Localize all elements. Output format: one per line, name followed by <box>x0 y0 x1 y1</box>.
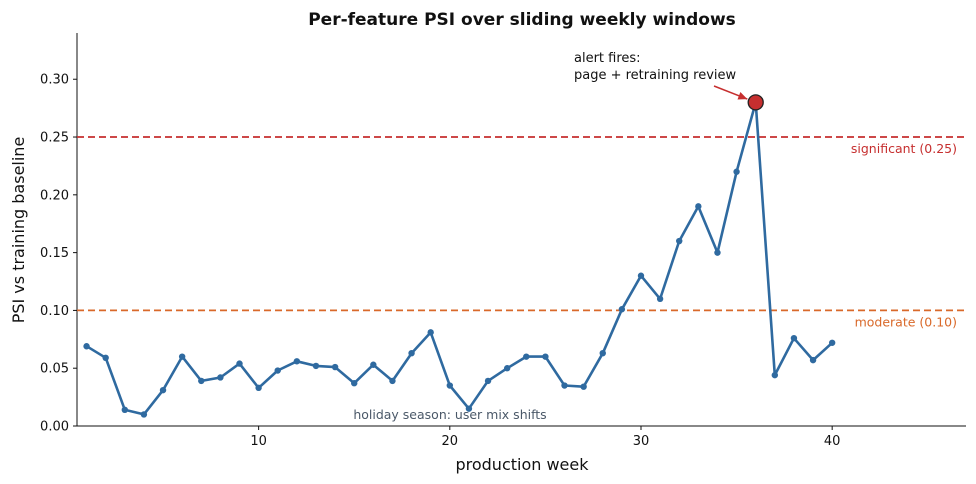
y-tick-label: 0.20 <box>40 188 69 203</box>
x-tick-label: 10 <box>250 434 267 449</box>
data-point <box>121 406 128 414</box>
y-tick-label: 0.05 <box>40 362 69 377</box>
x-axis-label: production week <box>455 455 589 474</box>
data-point <box>790 334 798 342</box>
data-point <box>83 343 90 350</box>
alert-point-marker <box>747 94 764 111</box>
data-point <box>178 353 186 360</box>
data-point <box>389 377 396 385</box>
data-point <box>828 339 836 346</box>
data-point <box>561 382 568 389</box>
threshold-lines: significant (0.25) moderate (0.10) <box>77 136 966 329</box>
alert-annotation-line2: page + retraining review <box>574 68 737 83</box>
psi-series <box>83 99 836 418</box>
data-point <box>618 306 626 313</box>
data-point <box>159 386 167 394</box>
data-point <box>255 384 262 392</box>
x-tick-label: 20 <box>442 434 459 449</box>
data-point <box>427 329 434 336</box>
x-tick-label: 40 <box>824 434 841 449</box>
data-point <box>714 249 721 256</box>
psi-series-line <box>85 101 834 416</box>
x-tick-label: 30 <box>633 434 650 449</box>
y-tick-label: 0.25 <box>40 131 69 146</box>
data-point <box>809 356 817 364</box>
data-point <box>102 354 109 362</box>
moderate-threshold-label: moderate (0.10) <box>855 314 957 329</box>
data-point <box>140 411 148 418</box>
alert-arrow-head <box>737 92 748 100</box>
y-tick-label: 0.00 <box>40 420 69 435</box>
data-point <box>351 380 358 387</box>
chart-title: Per-feature PSI over sliding weekly wind… <box>308 10 736 30</box>
holiday-annotation: holiday season: user mix shifts <box>353 407 546 422</box>
data-point <box>695 203 702 210</box>
data-point <box>198 377 205 385</box>
data-point <box>312 362 320 370</box>
data-point <box>523 353 530 360</box>
annotations: alert fires: page + retraining review holi… <box>353 51 764 422</box>
data-point <box>236 360 243 367</box>
alert-annotation-line1: alert fires: <box>574 51 641 66</box>
axes: 0.00 0.05 0.10 0.15 0.20 0.25 0.30 10 20 30 40 <box>40 33 966 449</box>
data-point <box>503 365 511 372</box>
data-point <box>733 168 740 175</box>
data-point <box>274 367 281 374</box>
data-point <box>580 383 587 390</box>
data-point <box>408 349 415 357</box>
y-tick-label: 0.15 <box>40 246 69 261</box>
data-point <box>676 237 683 245</box>
data-point <box>637 272 645 279</box>
data-point <box>656 295 664 303</box>
y-tick-label: 0.30 <box>40 73 69 88</box>
data-point <box>484 377 492 385</box>
data-point <box>331 363 339 371</box>
data-point <box>370 361 377 368</box>
data-point <box>293 358 301 365</box>
data-point <box>465 405 473 412</box>
y-tick-label: 0.10 <box>40 304 69 319</box>
data-point <box>771 371 779 379</box>
data-point <box>217 374 224 381</box>
y-axis-label: PSI vs training baseline <box>9 137 28 324</box>
data-point <box>542 353 549 360</box>
data-point <box>599 349 606 357</box>
significant-threshold-label: significant (0.25) <box>851 141 957 156</box>
data-point <box>446 382 454 389</box>
